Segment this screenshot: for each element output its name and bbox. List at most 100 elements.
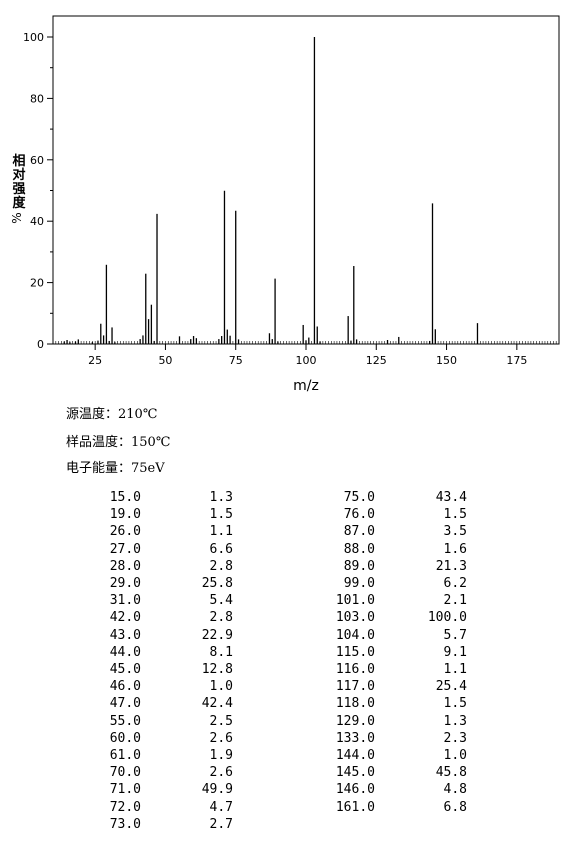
peak-intensity: 25.8 [201, 576, 233, 591]
peak-mz: 145.0 [335, 765, 375, 781]
y-tick-label: 80 [30, 92, 44, 105]
peak-mz: 55.0 [109, 713, 141, 729]
peak-mz: 118.0 [335, 696, 375, 712]
peak-intensity: 3.5 [443, 524, 467, 540]
peak-mz: 45.0 [109, 662, 141, 677]
peak-intensity: 100.0 [427, 610, 467, 626]
peak-mz: 161.0 [335, 799, 375, 815]
peak-mz: 46.0 [109, 679, 141, 695]
peak-intensity: 45.8 [435, 765, 467, 781]
mass-spectrum-chart: 0 20 40 60 80 100 25 50 75 100 125 150 175 m/z 相对强度… [10, 15, 560, 394]
peak-mz: 129.0 [335, 713, 375, 729]
peak-intensity: 1.9 [209, 748, 233, 763]
y-tick-label: 100 [23, 31, 44, 44]
x-tick-label: 150 [436, 354, 457, 367]
peak-intensity: 43.4 [435, 490, 467, 505]
peak-intensity: 1.1 [443, 662, 467, 677]
peak-mz: 43.0 [109, 627, 141, 643]
y-axis-label-char: 度 [12, 195, 26, 211]
peak-intensity: 21.3 [435, 558, 467, 574]
peak-mz: 72.0 [109, 799, 141, 815]
x-tick-label: 175 [506, 354, 527, 367]
peak-mz: 44.0 [109, 644, 141, 660]
x-tick-label: 50 [158, 354, 172, 367]
peak-intensity: 2.3 [443, 730, 467, 746]
peak-mz: 117.0 [335, 679, 375, 695]
peak-mz: 60.0 [109, 730, 141, 746]
sample-temperature: 样品温度：150℃ [66, 435, 171, 450]
peak-intensity: 1.5 [209, 507, 233, 523]
y-tick-label: 20 [30, 277, 44, 290]
peak-intensity: 5.7 [443, 627, 467, 643]
peak-intensity: 22.9 [201, 627, 233, 643]
y-tick-label: 40 [30, 215, 44, 228]
y-axis: 0 20 40 60 80 100 [23, 31, 53, 351]
peak-intensity: 6.2 [443, 576, 467, 591]
peak-intensity: 6.8 [443, 799, 467, 815]
peak-intensity: 49.9 [201, 782, 233, 798]
peak-mz: 89.0 [343, 558, 375, 574]
peak-intensity: 1.5 [443, 696, 467, 712]
peak-intensity: 1.3 [209, 490, 233, 505]
peak-mz: 115.0 [335, 644, 375, 660]
peak-intensity: 2.7 [209, 816, 233, 832]
peak-intensity: 8.1 [209, 644, 233, 660]
peak-intensity: 9.1 [443, 644, 467, 660]
peak-mz: 70.0 [109, 765, 141, 781]
peak-intensity: 2.8 [209, 610, 233, 626]
peak-intensity: 2.6 [209, 730, 233, 746]
peak-mz: 75.0 [343, 490, 375, 505]
peak-mz: 99.0 [343, 576, 375, 591]
y-tick-label: 0 [37, 338, 44, 351]
peak-intensity: 1.5 [443, 507, 467, 523]
peak-mz: 88.0 [343, 541, 375, 557]
peak-mz: 73.0 [109, 816, 141, 832]
peak-mz: 146.0 [335, 782, 375, 798]
peak-mz: 19.0 [109, 507, 141, 523]
peak-intensity: 1.3 [443, 713, 467, 729]
peak-intensity: 25.4 [435, 679, 467, 695]
peak-mz: 29.0 [109, 576, 141, 591]
y-axis-label-char: 对 [12, 167, 25, 183]
peak-intensity: 2.8 [209, 558, 233, 574]
peak-mz: 15.0 [109, 490, 141, 505]
peak-mz: 104.0 [335, 627, 375, 643]
peak-intensity: 1.0 [443, 748, 467, 763]
peak-mz: 103.0 [335, 610, 375, 626]
source-temperature: 源温度：210℃ [66, 407, 158, 422]
x-tick-label: 100 [296, 354, 317, 367]
peak-intensity: 6.6 [209, 541, 233, 557]
peak-mz: 27.0 [109, 541, 141, 557]
x-minor-ticks [55, 341, 557, 344]
peak-intensity: 4.8 [443, 782, 467, 798]
peak-intensity: 1.1 [209, 524, 233, 540]
peak-intensity: 5.4 [209, 593, 233, 609]
peak-intensity: 12.8 [201, 662, 233, 677]
x-tick-label: 75 [229, 354, 243, 367]
peak-intensity: 4.7 [209, 799, 233, 815]
peak-mz: 116.0 [335, 662, 375, 677]
peak-mz: 47.0 [109, 696, 141, 712]
peak-mz: 28.0 [109, 558, 141, 574]
spectrum-bars [63, 37, 479, 344]
peak-intensity: 2.1 [443, 593, 467, 609]
peak-intensity: 42.4 [201, 696, 233, 712]
peak-intensity: 1.6 [443, 541, 467, 557]
x-axis-label: m/z [293, 378, 319, 394]
peak-mz: 144.0 [335, 748, 375, 763]
peak-intensity: 1.0 [209, 679, 233, 695]
peak-mz: 42.0 [109, 610, 141, 626]
peak-mz: 76.0 [343, 507, 375, 523]
plot-frame [52, 15, 560, 345]
peak-mz: 61.0 [109, 748, 141, 763]
peak-intensity: 2.5 [209, 713, 233, 729]
peak-mz: 26.0 [109, 524, 141, 540]
peak-mz: 87.0 [343, 524, 375, 540]
x-tick-label: 125 [366, 354, 387, 367]
x-tick-label: 25 [88, 354, 102, 367]
peak-mz: 71.0 [109, 782, 141, 798]
y-axis-unit: % [10, 212, 24, 223]
peak-mz: 31.0 [109, 593, 141, 609]
y-axis-label-char: 强 [12, 182, 25, 197]
peak-intensity: 2.6 [209, 765, 233, 781]
